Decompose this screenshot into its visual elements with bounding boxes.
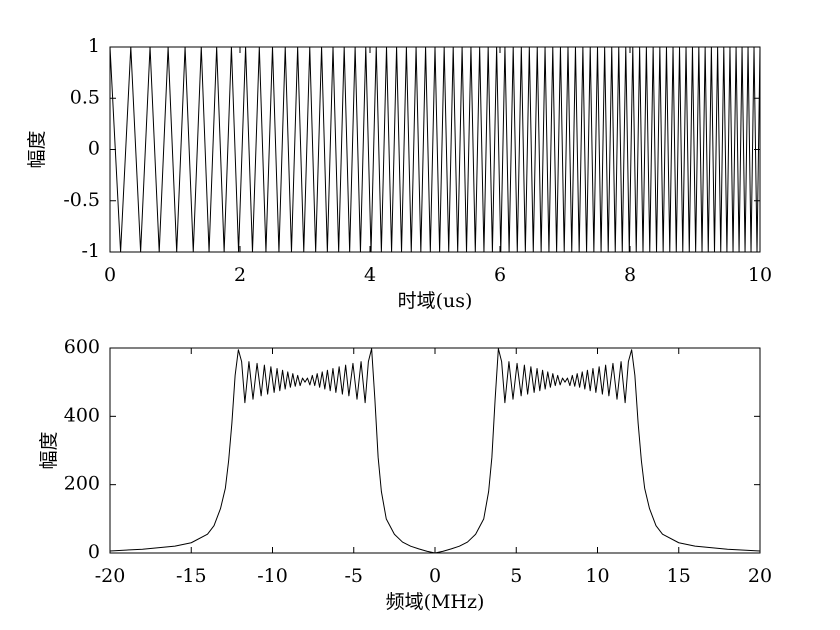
x-tick-label: 0 — [104, 264, 116, 286]
x-tick-label: -10 — [257, 565, 288, 587]
y-axis-label: 幅度 — [26, 130, 48, 168]
x-axis-label: 时域(us) — [398, 290, 473, 312]
x-tick-label: 5 — [510, 565, 522, 587]
x-tick-label: 10 — [585, 565, 609, 587]
plot-area — [110, 348, 760, 553]
x-tick-label: 10 — [748, 264, 772, 286]
y-tick-label: 400 — [64, 404, 100, 426]
x-tick-label: -15 — [176, 565, 207, 587]
y-tick-label: 600 — [64, 336, 100, 358]
x-tick-label: 20 — [748, 565, 772, 587]
x-tick-label: 4 — [364, 264, 376, 286]
y-tick-label: 200 — [64, 473, 100, 495]
x-tick-label: 8 — [624, 264, 636, 286]
line-series — [110, 348, 760, 553]
y-axis-label: 幅度 — [38, 431, 60, 469]
line-series — [110, 47, 760, 252]
x-tick-label: 6 — [494, 264, 506, 286]
x-tick-label: 15 — [667, 565, 691, 587]
x-tick-label: 0 — [429, 565, 441, 587]
x-tick-label: 2 — [234, 264, 246, 286]
x-tick-label: -5 — [344, 565, 363, 587]
plot-area — [110, 47, 760, 252]
x-axis-label: 频域(MHz) — [386, 591, 485, 613]
axes-box — [109, 347, 761, 554]
y-tick-label: 0 — [88, 541, 100, 563]
y-tick-label: 1 — [88, 35, 100, 57]
y-tick-label: -1 — [81, 240, 100, 262]
axes-box — [109, 46, 761, 253]
y-tick-label: 0 — [88, 138, 100, 160]
x-tick-label: -20 — [95, 565, 126, 587]
y-tick-label: 0.5 — [70, 86, 100, 108]
y-tick-label: -0.5 — [63, 189, 100, 211]
